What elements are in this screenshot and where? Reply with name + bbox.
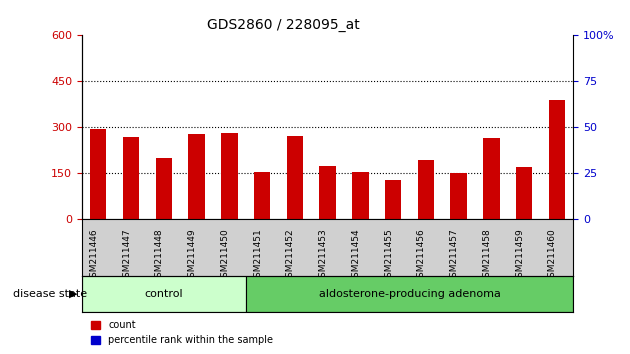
Bar (352, 172, 369, 219)
Text: GSM211449: GSM211449 (188, 228, 197, 282)
Bar (82, 276, 246, 312)
Bar (287, 136, 303, 219)
Text: control: control (144, 289, 183, 299)
Bar (516, 167, 532, 219)
Bar (483, 138, 500, 219)
Text: GSM211457: GSM211457 (450, 228, 459, 283)
Bar (385, 179, 401, 219)
Bar (246, 276, 573, 312)
Text: GSM211460: GSM211460 (548, 228, 557, 283)
Bar (319, 166, 336, 219)
Bar (221, 133, 238, 219)
Bar (123, 137, 139, 219)
Text: GSM211459: GSM211459 (515, 228, 524, 283)
Bar (549, 100, 565, 219)
Text: GSM211456: GSM211456 (417, 228, 426, 283)
Bar (254, 172, 270, 219)
Text: aldosterone-producing adenoma: aldosterone-producing adenoma (319, 289, 500, 299)
Text: GSM211458: GSM211458 (483, 228, 491, 283)
Text: GSM211450: GSM211450 (220, 228, 229, 283)
Text: ▶: ▶ (69, 289, 77, 299)
Text: GDS2860 / 228095_at: GDS2860 / 228095_at (207, 18, 360, 32)
Bar (188, 133, 205, 219)
Text: GSM211452: GSM211452 (286, 228, 295, 282)
Bar (450, 173, 467, 219)
Text: GSM211454: GSM211454 (352, 228, 360, 282)
Bar (156, 158, 172, 219)
Bar (418, 160, 434, 219)
Text: GSM211447: GSM211447 (122, 228, 131, 282)
Text: GSM211448: GSM211448 (155, 228, 164, 282)
Text: GSM211453: GSM211453 (319, 228, 328, 283)
Bar (90, 129, 106, 219)
Text: GSM211446: GSM211446 (89, 228, 98, 282)
Legend: count, percentile rank within the sample: count, percentile rank within the sample (87, 316, 277, 349)
Text: GSM211455: GSM211455 (384, 228, 393, 283)
Text: disease state: disease state (13, 289, 87, 299)
Text: GSM211451: GSM211451 (253, 228, 262, 283)
